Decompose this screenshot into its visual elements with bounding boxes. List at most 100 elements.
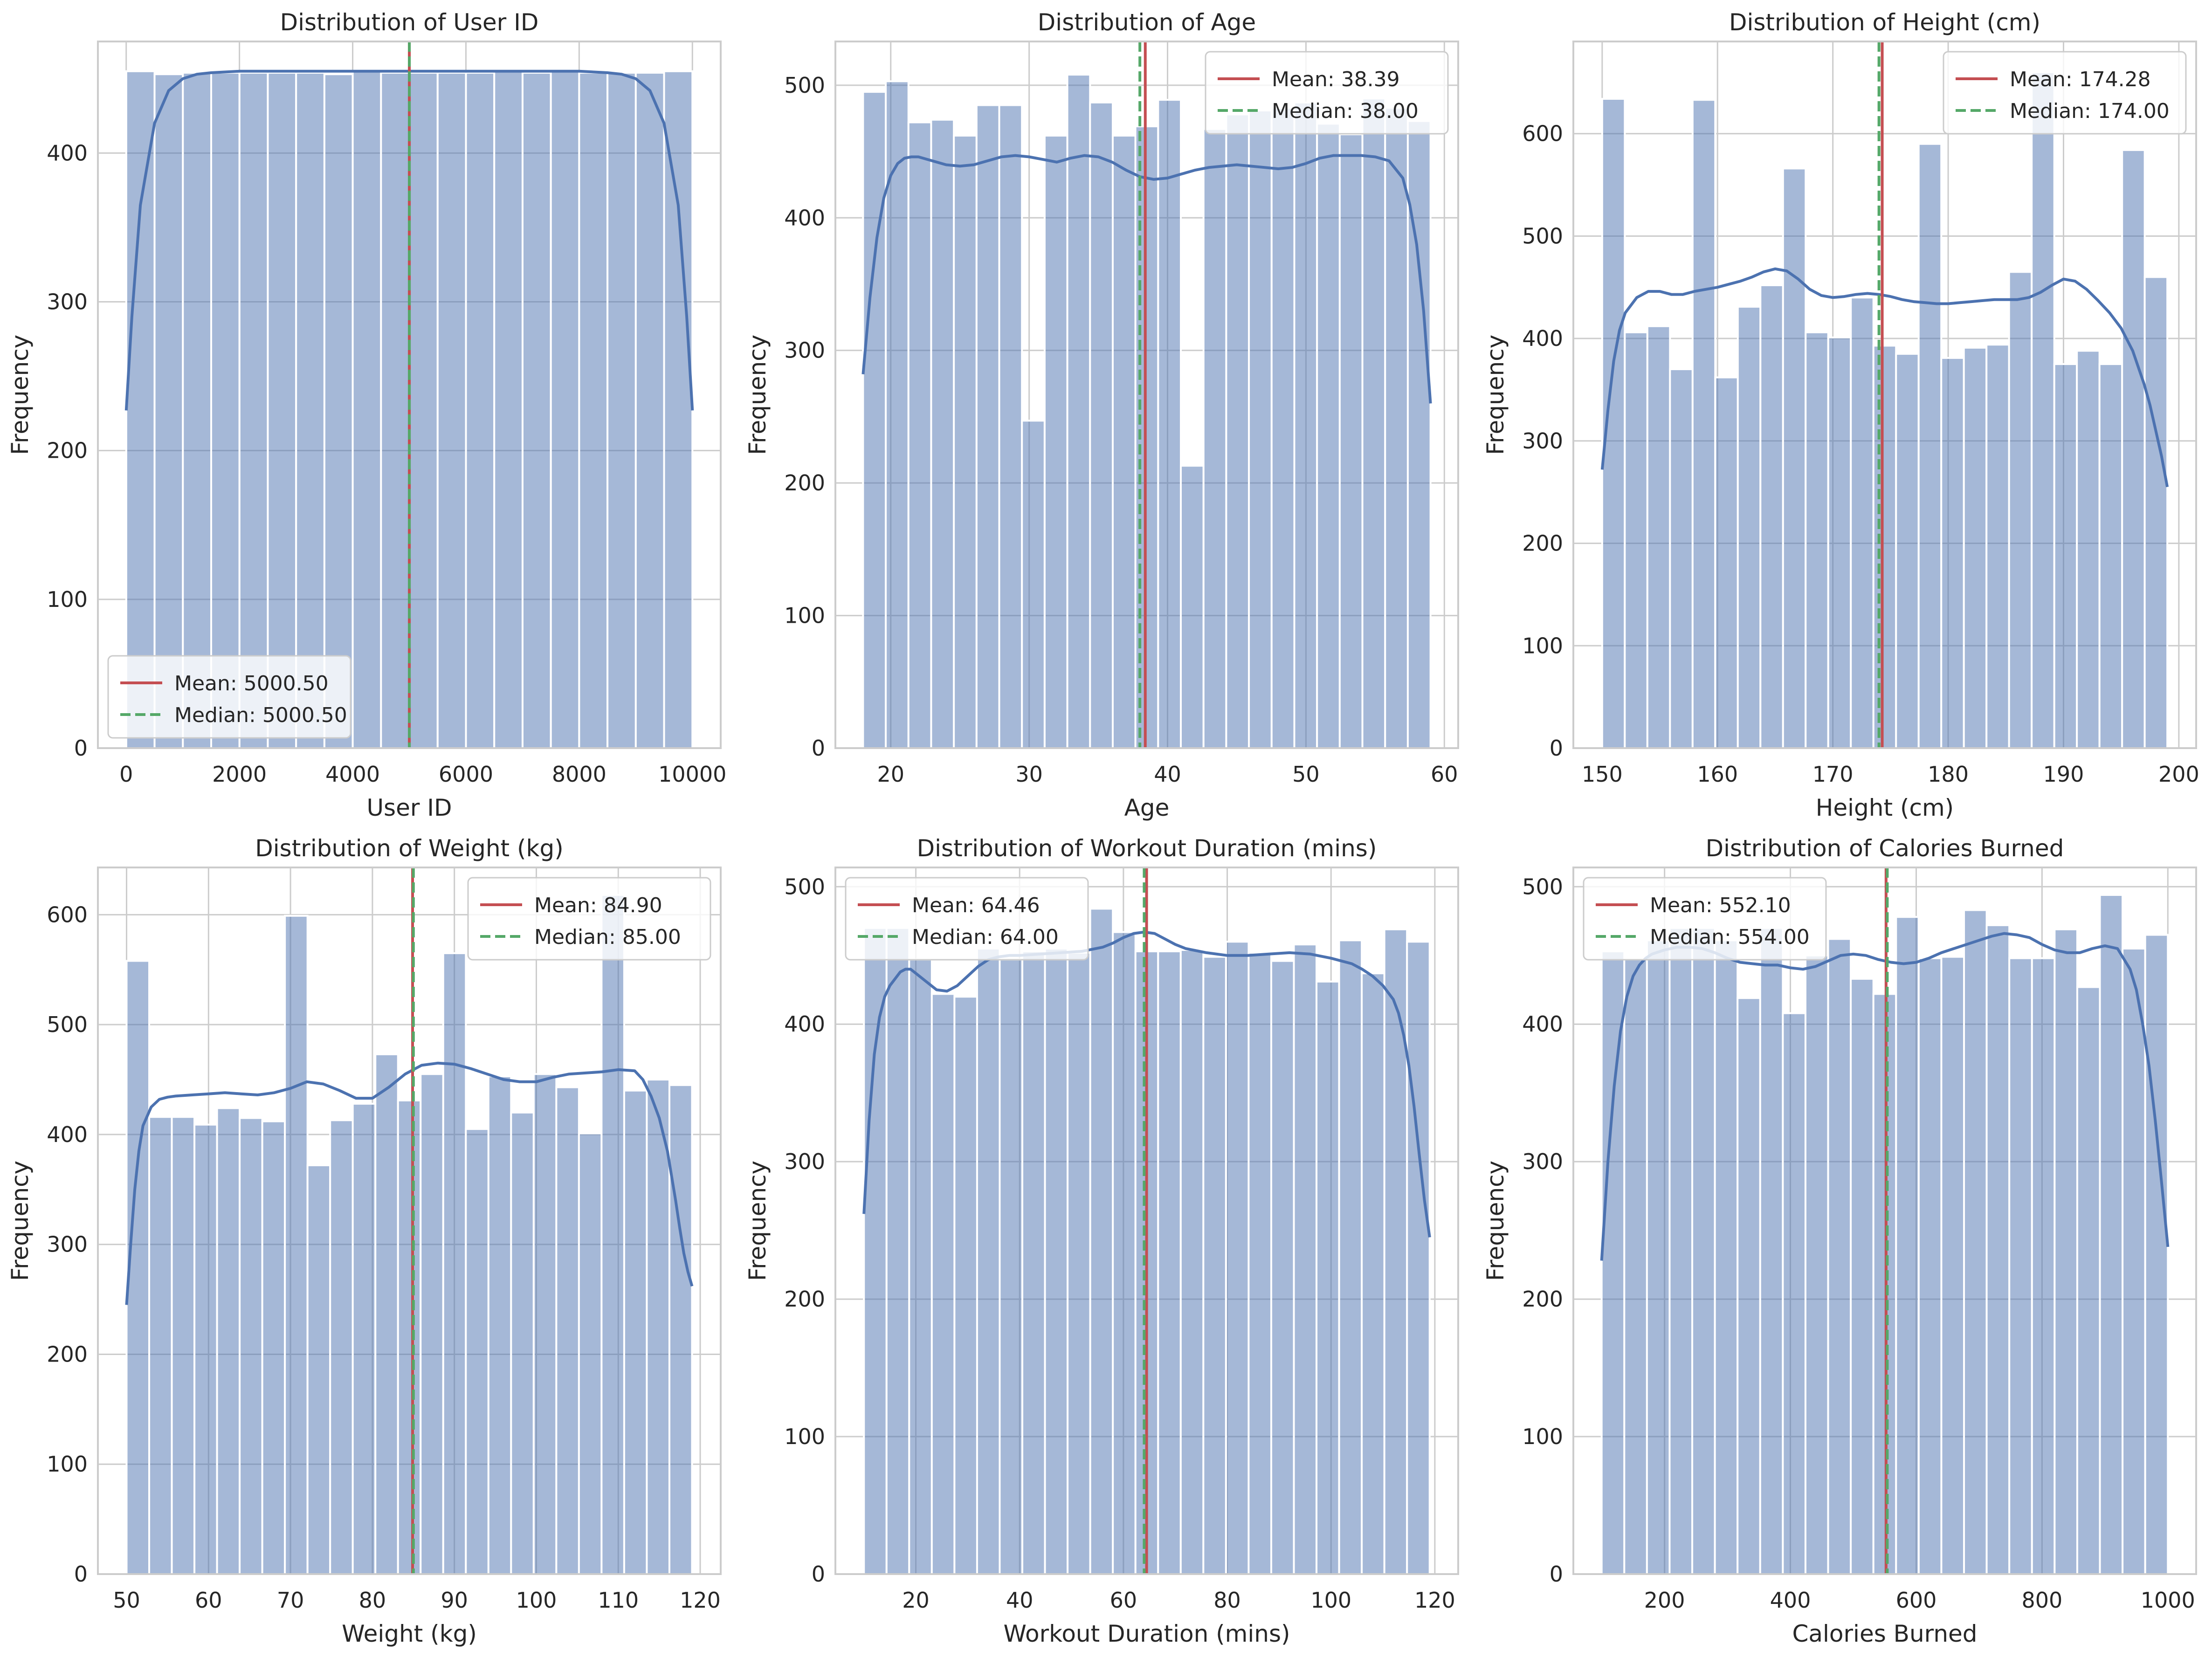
y-tick-label: 500 bbox=[1522, 223, 1563, 248]
histogram-bar bbox=[284, 915, 309, 1575]
y-axis-label: Frequency bbox=[7, 335, 34, 455]
x-tick-label: 40 bbox=[1006, 1588, 1034, 1613]
x-axis-label: Workout Duration (mins) bbox=[1003, 1620, 1290, 1647]
histogram-bar bbox=[953, 996, 978, 1575]
y-tick-label: 200 bbox=[47, 438, 88, 463]
y-tick-label: 400 bbox=[47, 140, 88, 165]
chart-title: Distribution of Weight (kg) bbox=[255, 835, 563, 862]
kde-curve bbox=[1600, 267, 2169, 488]
chart-title: Distribution of Age bbox=[1038, 9, 1256, 36]
x-tick-label: 170 bbox=[1812, 762, 1854, 787]
histogram-bar bbox=[2008, 957, 2033, 1575]
histogram-bar bbox=[1782, 1012, 1806, 1575]
histogram-bar bbox=[1782, 167, 1807, 750]
x-tick-label: 40 bbox=[1154, 762, 1181, 787]
histogram-bar bbox=[1850, 977, 1874, 1575]
legend: Mean: 552.10 Median: 554.00 bbox=[1583, 877, 1827, 961]
y-axis-label: Frequency bbox=[7, 1161, 34, 1281]
x-tick-label: 70 bbox=[277, 1588, 304, 1613]
legend-mean-label: Mean: 38.39 bbox=[1272, 68, 1400, 91]
histogram-bar bbox=[267, 72, 297, 749]
histogram-bar bbox=[351, 70, 382, 750]
x-tick-label: 80 bbox=[1213, 1588, 1241, 1613]
legend-box bbox=[1583, 877, 1827, 961]
x-tick-label: 50 bbox=[113, 1588, 140, 1613]
chart-title: Distribution of Workout Duration (mins) bbox=[917, 835, 1377, 862]
histogram-bar bbox=[930, 993, 956, 1575]
histogram-bar bbox=[1338, 939, 1363, 1575]
legend-mean-label: Mean: 174.28 bbox=[2010, 68, 2151, 91]
histogram-bar bbox=[1917, 957, 1943, 1575]
x-tick-label: 10000 bbox=[658, 762, 726, 787]
histogram-bar bbox=[238, 72, 269, 749]
y-tick-label: 0 bbox=[1550, 1562, 1563, 1587]
histogram-bar bbox=[1043, 134, 1068, 749]
x-tick-label: 60 bbox=[1431, 762, 1458, 787]
x-tick-label: 200 bbox=[2158, 762, 2199, 787]
legend-median-label: Median: 64.00 bbox=[912, 925, 1059, 949]
axes-frame bbox=[834, 41, 1459, 749]
x-axis-label: Weight (kg) bbox=[342, 1620, 477, 1647]
legend-mean-label: Mean: 64.46 bbox=[912, 894, 1040, 917]
histogram-bar bbox=[634, 72, 665, 749]
histogram-bar bbox=[1247, 951, 1272, 1575]
legend-mean-label: Mean: 5000.50 bbox=[174, 672, 329, 695]
histogram-bar bbox=[998, 104, 1023, 750]
legend-box bbox=[467, 877, 711, 961]
histogram-bar bbox=[1895, 353, 1920, 749]
x-axis-label: Calories Burned bbox=[1792, 1620, 1977, 1647]
axes-frame bbox=[97, 41, 722, 749]
histogram-bar bbox=[1759, 284, 1784, 749]
histogram-bar bbox=[1111, 134, 1137, 749]
histogram-bar bbox=[465, 72, 496, 749]
y-tick-label: 400 bbox=[784, 205, 825, 230]
histogram-bar bbox=[171, 1116, 196, 1575]
histogram-bar bbox=[668, 1084, 693, 1575]
y-tick-label: 400 bbox=[784, 1011, 825, 1037]
histogram-bar bbox=[210, 72, 241, 749]
histogram-bar bbox=[408, 72, 439, 749]
y-tick-label: 0 bbox=[74, 736, 88, 761]
histogram-bar bbox=[1691, 927, 1716, 1575]
y-tick-label: 100 bbox=[47, 587, 88, 612]
histogram-bar bbox=[1669, 368, 1694, 749]
histogram-bar bbox=[1406, 941, 1431, 1575]
histogram-bar bbox=[550, 70, 580, 750]
histogram-bar bbox=[2008, 271, 2033, 749]
x-tick-label: 2000 bbox=[212, 762, 267, 787]
histogram-bar bbox=[1850, 296, 1874, 749]
histogram-bar bbox=[555, 1086, 580, 1575]
histogram-bar bbox=[2031, 71, 2055, 749]
y-tick-label: 300 bbox=[784, 338, 825, 363]
legend-mean-label: Mean: 552.10 bbox=[1650, 894, 1791, 917]
histogram-bar bbox=[1985, 344, 2010, 749]
histogram-bar bbox=[1021, 420, 1046, 749]
histogram-bar bbox=[125, 70, 156, 750]
histogram-bar bbox=[1316, 123, 1341, 749]
y-tick-label: 0 bbox=[74, 1562, 88, 1587]
histogram-bar bbox=[930, 118, 955, 749]
legend-mean-label: Mean: 84.90 bbox=[534, 894, 662, 917]
histogram-bar bbox=[193, 1123, 218, 1575]
histogram-bar bbox=[1737, 997, 1761, 1575]
histogram-bar bbox=[1089, 908, 1114, 1575]
histogram-bar bbox=[1202, 956, 1227, 1575]
histogram-bar bbox=[953, 134, 978, 749]
histogram-bar bbox=[908, 958, 933, 1575]
chart-title: Distribution of User ID bbox=[280, 9, 539, 36]
histogram-bar bbox=[2076, 986, 2101, 1575]
x-tick-label: 60 bbox=[1110, 1588, 1137, 1613]
histogram-bar bbox=[1624, 331, 1648, 749]
histogram-bar bbox=[465, 1128, 489, 1575]
histogram-bar bbox=[1646, 325, 1671, 749]
histogram-bar bbox=[1316, 980, 1340, 1575]
x-tick-label: 800 bbox=[2021, 1588, 2062, 1613]
histogram-bar bbox=[1361, 97, 1386, 749]
axes-frame bbox=[1572, 867, 2197, 1575]
chart-panel-3: 150 160 170 180 190 200 0 100 200 300 400 500 600 Hei… bbox=[1482, 9, 2199, 821]
histogram-bar bbox=[623, 1089, 648, 1575]
histogram-bar bbox=[532, 1073, 558, 1575]
histogram-bar bbox=[1021, 950, 1046, 1575]
histogram-bar bbox=[261, 1120, 286, 1575]
